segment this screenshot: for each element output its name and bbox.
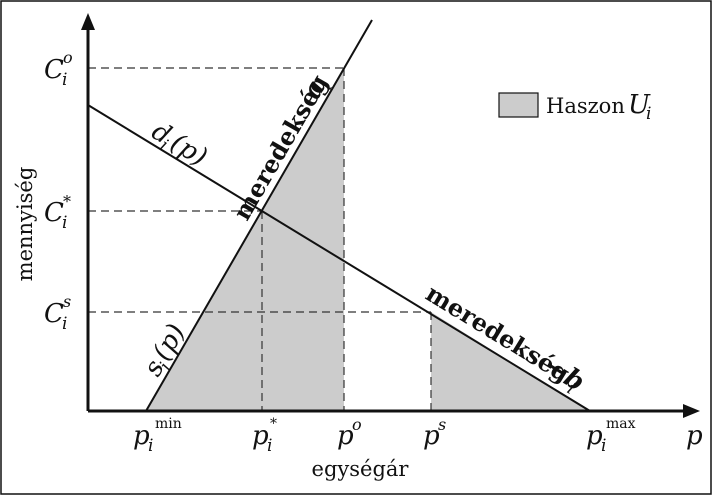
y-tick-c-star: C i * bbox=[44, 192, 71, 233]
x-axis-arrow bbox=[683, 404, 700, 418]
svg-text:s: s bbox=[438, 415, 446, 434]
x-tick-p-max: p i max bbox=[586, 416, 636, 456]
svg-text:p: p bbox=[423, 421, 440, 451]
svg-text:p: p bbox=[586, 421, 603, 451]
legend-label: Haszon bbox=[546, 94, 625, 118]
x-axis-variable: p bbox=[686, 421, 703, 451]
x-tick-p-star: p i * bbox=[252, 416, 277, 456]
y-axis-title: mennyiség bbox=[13, 167, 37, 282]
svg-text:i: i bbox=[62, 314, 67, 334]
svg-text:i: i bbox=[601, 436, 606, 456]
y-tick-c-o: C i o bbox=[44, 48, 73, 90]
legend-symbol: U bbox=[628, 90, 651, 120]
svg-text:C: C bbox=[44, 198, 64, 228]
svg-text:s: s bbox=[63, 292, 71, 311]
x-tick-p-min: p i min bbox=[133, 416, 182, 456]
svg-text:C: C bbox=[44, 55, 64, 85]
supply-line bbox=[145, 19, 373, 412]
svg-text:o: o bbox=[63, 48, 73, 67]
svg-text:max: max bbox=[606, 416, 636, 432]
svg-text:*: * bbox=[63, 192, 71, 211]
svg-text:o: o bbox=[352, 415, 362, 434]
guide-lines bbox=[88, 67, 432, 411]
demand-line bbox=[87, 104, 591, 412]
y-tick-c-s: C i s bbox=[44, 292, 71, 334]
svg-text:min: min bbox=[155, 416, 182, 432]
svg-text:i: i bbox=[267, 436, 272, 456]
demand-function-label: d i (p) bbox=[146, 116, 212, 173]
legend-swatch bbox=[498, 92, 539, 118]
x-tick-p-o: p o bbox=[337, 415, 362, 451]
legend: Haszon U i bbox=[498, 90, 651, 124]
svg-text:i: i bbox=[62, 213, 67, 233]
svg-text:p: p bbox=[337, 421, 354, 451]
svg-text:i: i bbox=[148, 436, 153, 456]
y-axis-arrow bbox=[81, 13, 95, 30]
svg-text:C: C bbox=[44, 299, 64, 329]
svg-text:*: * bbox=[270, 416, 277, 432]
x-axis-title: egységár bbox=[312, 457, 410, 481]
svg-text:i: i bbox=[62, 70, 67, 90]
svg-text:p: p bbox=[133, 421, 150, 451]
svg-text:p: p bbox=[252, 421, 269, 451]
svg-text:(p): (p) bbox=[165, 128, 212, 173]
legend-symbol-sub: i bbox=[646, 104, 651, 124]
x-tick-p-s: p s bbox=[423, 415, 446, 451]
